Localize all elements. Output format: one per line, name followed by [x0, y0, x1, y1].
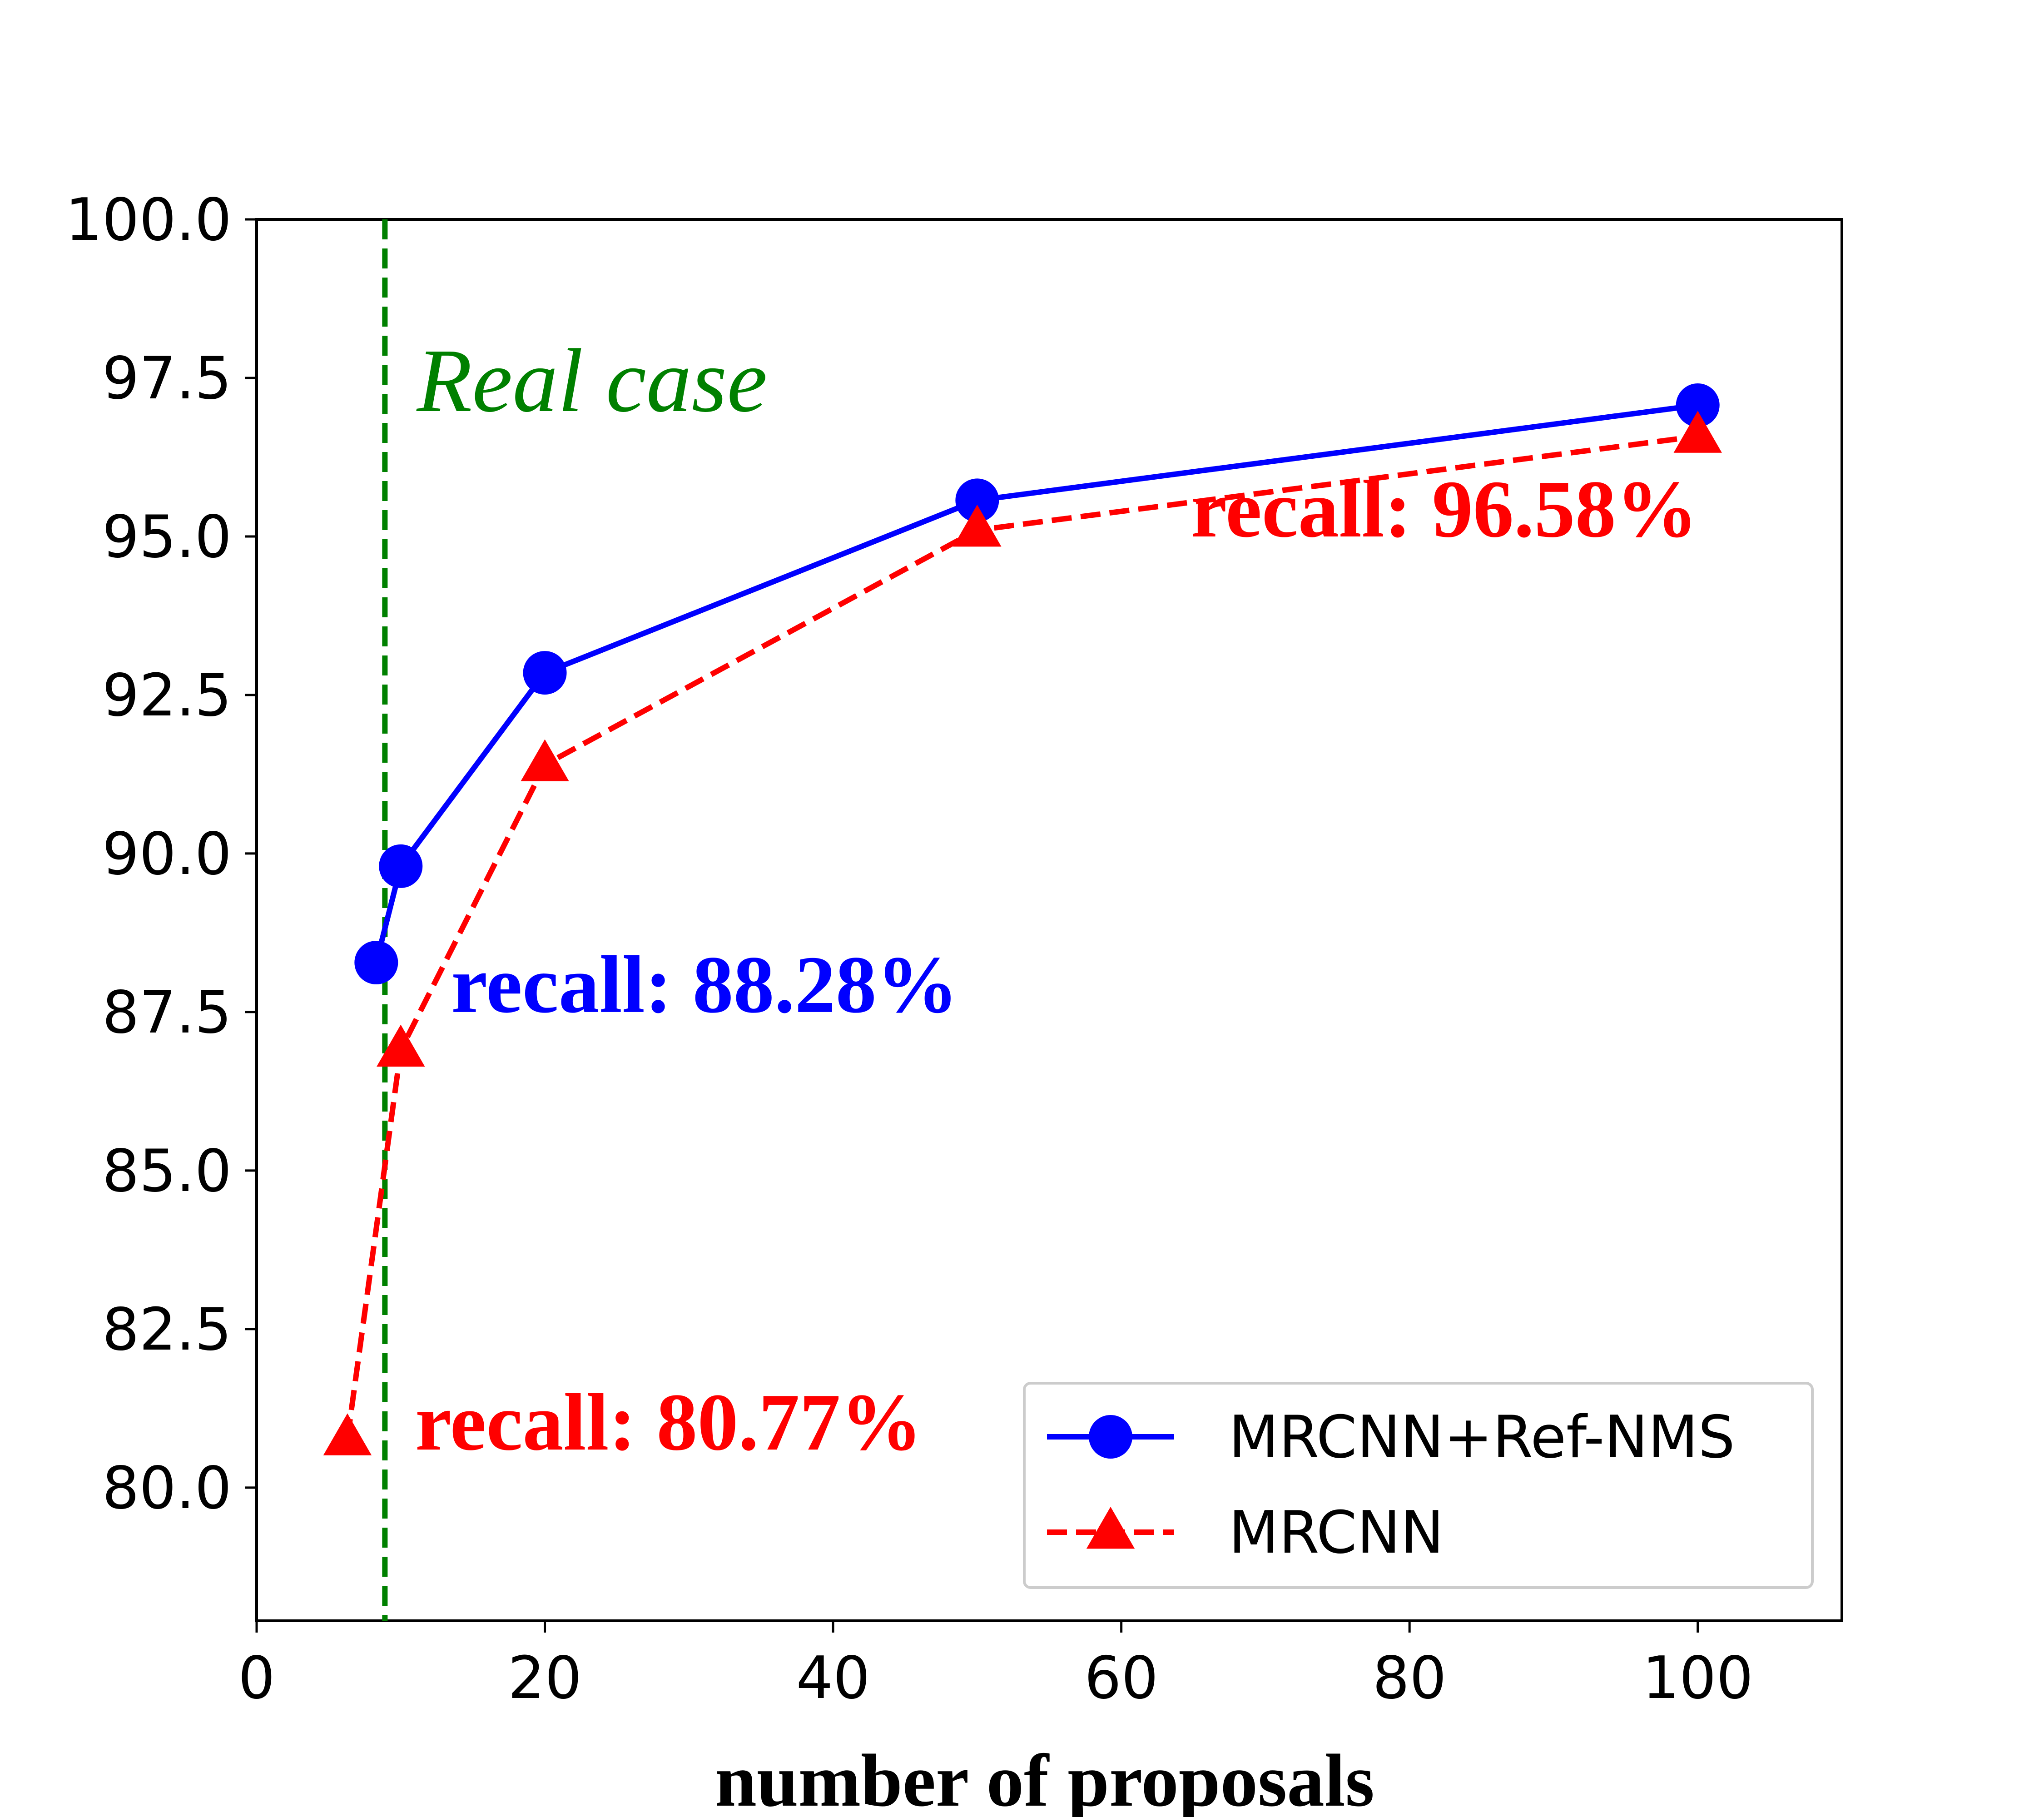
- data-point-series-1: [523, 651, 567, 695]
- legend-label-1: MRCNN+Ref-NMS: [1229, 1404, 1735, 1471]
- y-tick-label: 95.0: [102, 503, 232, 571]
- y-tick-label: 100.0: [65, 186, 232, 254]
- legend: MRCNN+Ref-NMS MRCNN: [1023, 1382, 1814, 1589]
- plot-area: 0 20 40 60 80 100 80.0 82.5 85.0 87.5 90.0 92.5 95.0…: [65, 186, 1843, 1712]
- data-point-series-1: [354, 941, 398, 985]
- y-tick-label: 82.5: [102, 1296, 232, 1364]
- y-tick-label: 87.5: [102, 979, 232, 1047]
- data-point-series-2: [377, 1024, 425, 1067]
- y-tick-label: 97.5: [102, 345, 232, 412]
- y-tick-label: 80.0: [102, 1455, 232, 1522]
- x-tick-label: 40: [796, 1644, 870, 1712]
- recall-annotation: recall: 80.77%: [415, 1377, 922, 1467]
- plot-frame: [255, 218, 1843, 1622]
- legend-label-2: MRCNN: [1229, 1499, 1444, 1567]
- data-point-series-2: [1673, 411, 1722, 453]
- y-tick-label: 92.5: [102, 662, 232, 730]
- x-tick-label: 20: [508, 1644, 582, 1712]
- x-axis-title: number of proposals: [715, 1739, 1374, 1817]
- legend-marker-1: [1089, 1415, 1132, 1459]
- real-case-label: Real case: [416, 331, 767, 431]
- recall-annotation: recall: 96.58%: [1191, 464, 1697, 554]
- x-tick-label: 80: [1373, 1644, 1447, 1712]
- x-tick-label: 60: [1084, 1644, 1158, 1712]
- legend-box: [1023, 1382, 1814, 1589]
- data-point-series-1: [379, 844, 423, 888]
- x-tick-label: 100: [1642, 1644, 1753, 1712]
- data-point-series-2: [521, 739, 569, 781]
- x-tick-label: 0: [238, 1644, 275, 1712]
- y-tick-label: 85.0: [102, 1137, 232, 1205]
- data-point-series-2: [953, 505, 1002, 547]
- legend-marker-2: [1086, 1507, 1135, 1549]
- data-point-series-1: [955, 478, 999, 522]
- recall-annotation: recall: 88.28%: [451, 939, 958, 1030]
- data-point-series-2: [323, 1413, 372, 1455]
- y-tick-label: 90.0: [102, 820, 232, 888]
- data-point-series-1: [1676, 383, 1720, 427]
